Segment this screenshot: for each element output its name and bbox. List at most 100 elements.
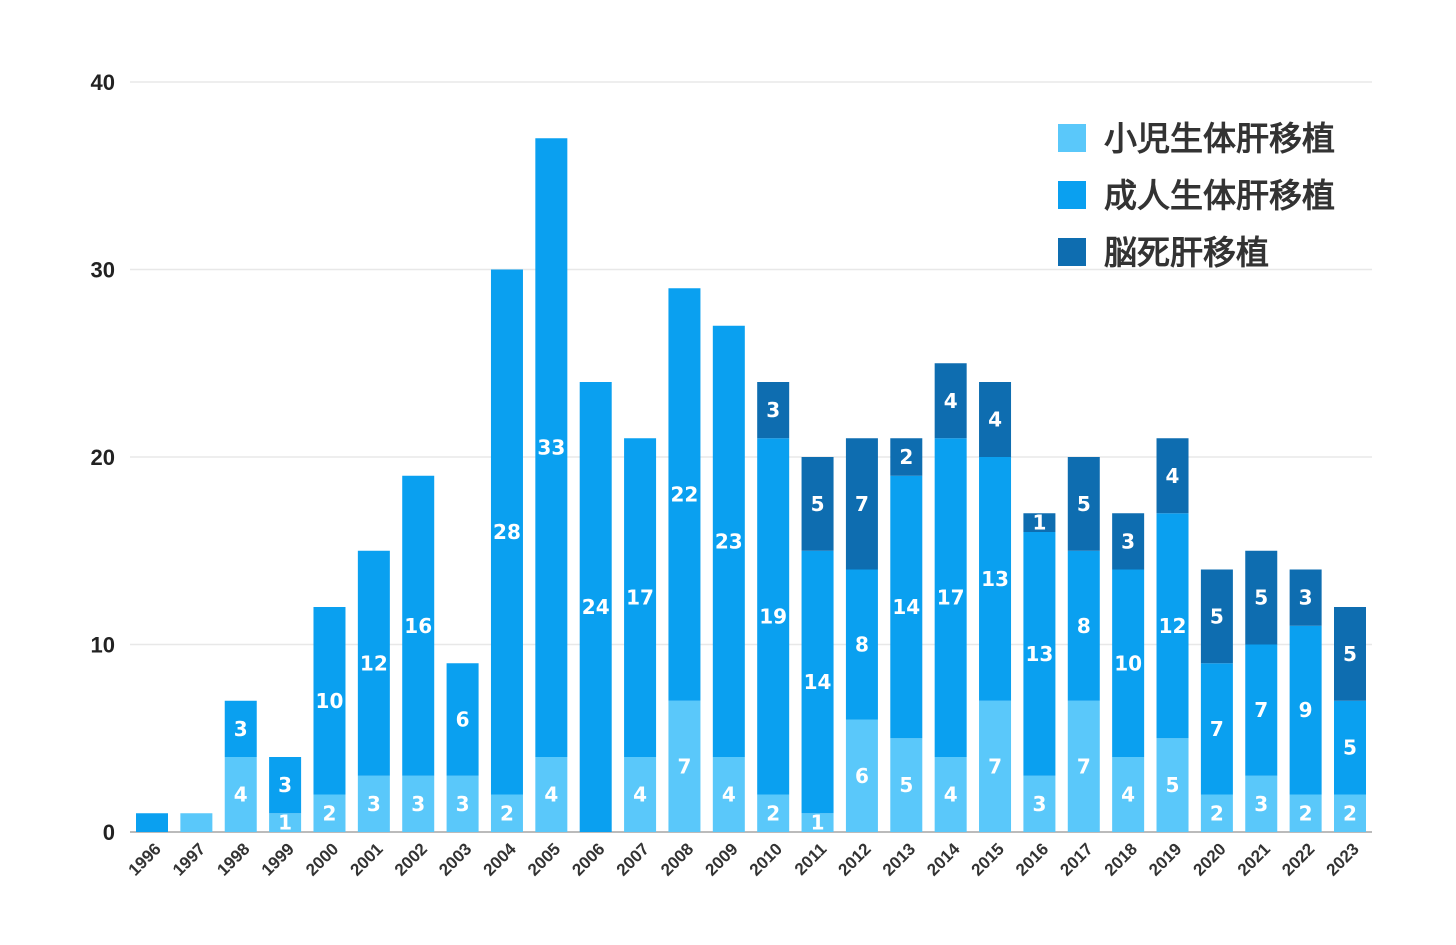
data-label: 16 [404, 614, 432, 638]
bar-segment [180, 813, 213, 832]
bar-segment [579, 382, 612, 832]
x-axis: 1996 1997 1998 1999 2000 2001 2002 2003 2004 2005… [125, 839, 1363, 880]
bar-segment [402, 475, 435, 776]
bar-segment [979, 700, 1012, 832]
bar-segment [801, 813, 834, 832]
bar-segment [1289, 625, 1322, 795]
x-tick-label: 2000 [302, 839, 342, 879]
bar-segment [313, 607, 346, 795]
bar-segment [1023, 775, 1056, 832]
data-label: 1 [278, 811, 292, 835]
data-label: 12 [1159, 614, 1187, 638]
x-tick-label: 2015 [968, 839, 1008, 879]
bar-segment [890, 738, 923, 832]
x-tick-label: 1997 [169, 839, 209, 879]
x-tick-label: 2007 [613, 839, 653, 879]
x-tick-label: 2005 [524, 839, 564, 879]
data-label: 14 [892, 595, 920, 619]
data-label: 10 [1114, 651, 1142, 675]
bar-segment [1245, 550, 1278, 645]
data-label: 5 [1077, 492, 1091, 516]
data-label: 6 [456, 708, 470, 732]
bar-segment [1334, 700, 1366, 795]
bar-segment [224, 700, 257, 757]
data-label: 2 [1343, 801, 1357, 825]
data-label: 5 [899, 773, 913, 797]
data-label: 5 [1254, 586, 1268, 610]
bar-segment [1156, 513, 1189, 739]
x-tick-label: 2001 [346, 839, 386, 879]
bar-segment [757, 382, 790, 439]
data-label: 4 [1121, 783, 1135, 807]
x-tick-label: 2008 [657, 839, 697, 879]
data-label: 5 [1210, 604, 1224, 628]
data-label: 2 [766, 801, 780, 825]
data-label: 3 [766, 398, 780, 422]
bar-segment [624, 757, 657, 832]
legend-item: 成人生体肝移植 [1058, 176, 1335, 215]
data-label: 2 [323, 801, 337, 825]
data-label: 6 [855, 764, 869, 788]
data-label: 3 [234, 717, 248, 741]
bar-segment [490, 794, 523, 832]
bar-segment [357, 775, 390, 832]
data-label: 5 [1343, 642, 1357, 666]
x-tick-label: 2018 [1101, 839, 1141, 879]
data-label: 17 [626, 586, 654, 610]
legend-label: 小児生体肝移植 [1104, 119, 1335, 158]
x-tick-label: 2016 [1012, 839, 1052, 879]
bar-segment [446, 663, 479, 776]
x-tick-label: 2019 [1145, 839, 1185, 879]
y-tick-label: 40 [91, 70, 115, 95]
data-label: 2 [1210, 801, 1224, 825]
bar-segment [624, 438, 657, 757]
bar-segment [979, 457, 1012, 701]
data-label: 9 [1299, 698, 1313, 722]
data-label: 7 [988, 754, 1002, 778]
bar-segment [269, 813, 302, 832]
data-label: 1 [811, 811, 825, 835]
data-label: 3 [1032, 792, 1046, 816]
bar-segment [490, 269, 523, 795]
data-label: 3 [411, 792, 425, 816]
x-tick-label: 2020 [1190, 839, 1230, 879]
bar-segment [269, 757, 302, 814]
legend-item: 小児生体肝移植 [1058, 119, 1335, 158]
data-label: 7 [677, 754, 691, 778]
bar-segment [845, 438, 878, 570]
bar-segment [1200, 794, 1233, 832]
data-label: 8 [855, 633, 869, 657]
bar-segment [890, 438, 923, 476]
data-label: 23 [715, 529, 743, 553]
data-label: 17 [937, 586, 965, 610]
x-tick-label: 2011 [791, 839, 831, 879]
y-tick-label: 0 [103, 820, 115, 845]
bar-segment [1112, 513, 1145, 570]
data-label: 4 [544, 783, 558, 807]
data-label: 3 [367, 792, 381, 816]
x-tick-label: 2010 [746, 839, 786, 879]
data-label: 7 [1254, 698, 1268, 722]
data-label: 4 [944, 783, 958, 807]
data-label: 14 [804, 670, 832, 694]
legend-item: 脳死肝移植 [1058, 233, 1269, 272]
data-label: 4 [722, 783, 736, 807]
bar-segment [136, 813, 168, 832]
y-tick-label: 20 [91, 445, 115, 470]
data-label: 4 [1166, 464, 1180, 488]
y-tick-label: 10 [91, 633, 115, 658]
bar-segment [757, 794, 790, 832]
bar-segment [402, 775, 435, 832]
data-label: 19 [759, 604, 787, 628]
data-label: 4 [633, 783, 647, 807]
data-label: 2 [500, 801, 514, 825]
data-label: 1 [1032, 511, 1046, 535]
data-label: 13 [981, 567, 1009, 591]
data-label: 22 [671, 483, 699, 507]
x-tick-label: 2003 [435, 839, 475, 879]
data-label: 5 [811, 492, 825, 516]
data-label: 5 [1166, 773, 1180, 797]
data-label: 10 [316, 689, 344, 713]
bar-segment [446, 775, 479, 832]
